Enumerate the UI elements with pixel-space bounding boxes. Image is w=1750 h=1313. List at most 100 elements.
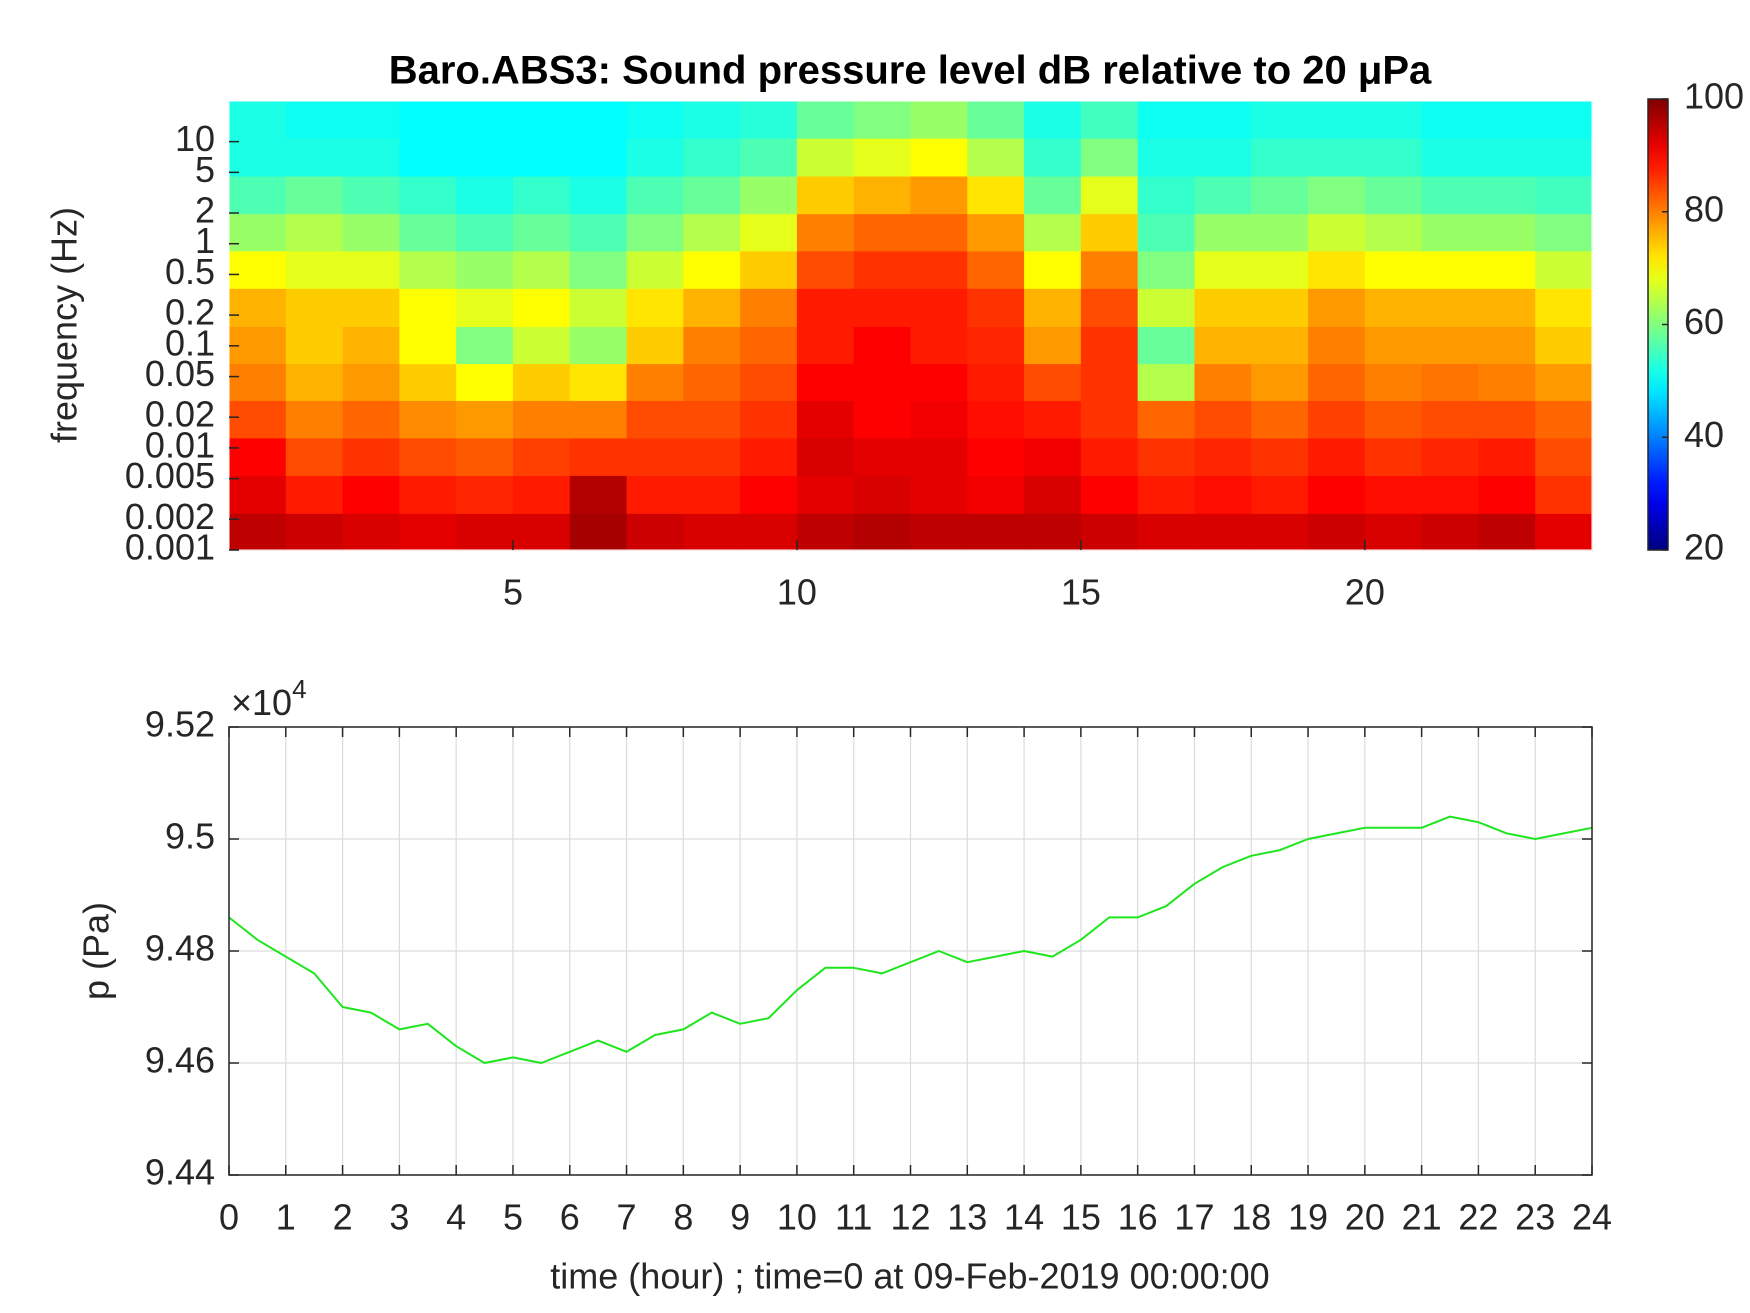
x-tick-label: 10: [777, 572, 817, 613]
heatmap-cell: [229, 475, 287, 514]
heatmap-cell: [1421, 513, 1480, 551]
heatmap-cell: [740, 513, 798, 551]
x-tick-label: 18: [1231, 1197, 1271, 1238]
heatmap-cell: [569, 326, 628, 365]
heatmap-cell: [342, 213, 400, 252]
heatmap-cell: [1251, 475, 1309, 514]
heatmap-cell: [399, 137, 457, 177]
heatmap-cell: [1137, 363, 1196, 401]
heatmap-cell: [1535, 137, 1593, 177]
heatmap-cell: [1308, 101, 1366, 139]
y-tick-label: 0.005: [125, 455, 215, 496]
x-tick-label: 20: [1345, 572, 1385, 613]
heatmap-cell: [1308, 400, 1366, 439]
heatmap-cell: [740, 288, 798, 328]
heatmap-cell: [1308, 213, 1366, 252]
heatmap-cell: [229, 213, 287, 252]
heatmap-cell: [1308, 363, 1366, 401]
heatmap-cell: [1080, 288, 1139, 328]
heatmap-cell: [683, 400, 741, 439]
heatmap-cell: [967, 326, 1025, 365]
x-tick-label: 22: [1458, 1197, 1498, 1238]
y-tick-label: 0.002: [125, 496, 215, 537]
heatmap-cell: [512, 213, 571, 252]
heatmap-cell: [740, 326, 798, 365]
y-axis-label: p (Pa): [76, 902, 117, 1000]
heatmap-cell: [229, 400, 287, 439]
heatmap-cell: [910, 213, 968, 252]
heatmap-cell: [569, 288, 628, 328]
heatmap-cell: [740, 363, 798, 401]
heatmap-cell: [1194, 363, 1252, 401]
heatmap-cell: [740, 213, 798, 252]
heatmap-cell: [1364, 101, 1423, 139]
heatmap-cell: [1251, 326, 1309, 365]
heatmap-cell: [285, 326, 344, 365]
heatmap-cell: [342, 250, 400, 289]
y-tick-label: 1: [195, 220, 215, 261]
heatmap-cell: [853, 213, 912, 252]
heatmap-cell: [1024, 437, 1082, 476]
x-tick-label: 12: [890, 1197, 930, 1238]
heatmap-cell: [626, 213, 684, 252]
y-tick-label: 0.1: [165, 322, 215, 363]
heatmap-cell: [569, 513, 628, 551]
heatmap-cell: [512, 137, 571, 177]
heatmap-cell: [1308, 513, 1366, 551]
heatmap-cell: [285, 363, 344, 401]
y-tick-label: 9.44: [145, 1152, 215, 1193]
heatmap-cell: [740, 101, 798, 139]
heatmap-cell: [229, 437, 287, 476]
heatmap-cell: [1478, 288, 1536, 328]
heatmap-cell: [740, 175, 798, 215]
heatmap-cell: [910, 101, 968, 139]
heatmap-cell: [796, 400, 855, 439]
heatmap-cell: [342, 137, 400, 177]
heatmap-cell: [1478, 101, 1536, 139]
x-tick-label: 5: [503, 572, 523, 613]
x-tick-label: 13: [947, 1197, 987, 1238]
heatmap-cell: [1080, 513, 1139, 551]
colorbar-tick-label: 20: [1684, 527, 1724, 568]
heatmap-cell: [1364, 326, 1423, 365]
x-tick-label: 24: [1572, 1197, 1612, 1238]
heatmap-cell: [456, 101, 514, 139]
heatmap-cell: [342, 437, 400, 476]
heatmap-cell: [569, 437, 628, 476]
heatmap-cell: [1080, 250, 1139, 289]
heatmap-cell: [796, 326, 855, 365]
heatmap-cell: [456, 288, 514, 328]
colorbar-tick-label: 100: [1684, 76, 1744, 117]
heatmap-cell: [229, 175, 287, 215]
heatmap-cell: [796, 213, 855, 252]
heatmap-cell: [853, 137, 912, 177]
heatmap-cell: [626, 475, 684, 514]
heatmap-cell: [1137, 326, 1196, 365]
heatmap-cell: [1364, 288, 1423, 328]
x-tick-label: 1: [276, 1197, 296, 1238]
heatmap-cell: [456, 437, 514, 476]
heatmap-cell: [796, 101, 855, 139]
heatmap-cell: [342, 288, 400, 328]
heatmap-cell: [1251, 288, 1309, 328]
heatmap-cell: [626, 437, 684, 476]
heatmap-cell: [229, 101, 287, 139]
heatmap-cell: [853, 288, 912, 328]
heatmap-cell: [1080, 326, 1139, 365]
heatmap-cell: [1080, 437, 1139, 476]
x-tick-label: 21: [1402, 1197, 1442, 1238]
heatmap-cell: [967, 363, 1025, 401]
heatmap-cell: [1024, 250, 1082, 289]
y-tick-label: 10: [175, 118, 215, 159]
heatmap-cell: [285, 137, 344, 177]
heatmap-cell: [456, 250, 514, 289]
heatmap-cell: [1421, 437, 1480, 476]
heatmap-cell: [910, 513, 968, 551]
x-tick-label: 4: [446, 1197, 466, 1238]
y-tick-label: 5: [195, 149, 215, 190]
heatmap-cell: [683, 213, 741, 252]
y-tick-label: 0.02: [145, 394, 215, 435]
heatmap-cell: [740, 137, 798, 177]
heatmap-cell: [1535, 288, 1593, 328]
heatmap-cell: [910, 475, 968, 514]
